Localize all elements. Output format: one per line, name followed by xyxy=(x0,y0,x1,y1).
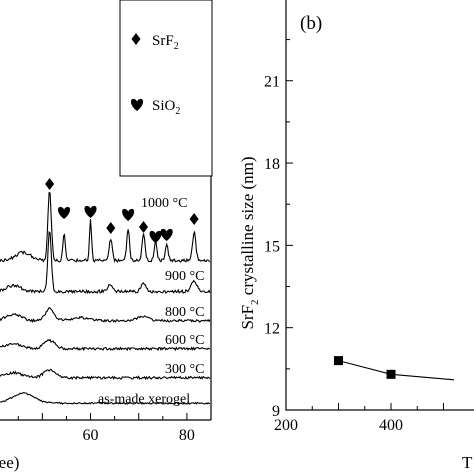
panel-a-axes: 60 80 xyxy=(0,176,212,444)
series-label: 1000 °C xyxy=(141,196,187,211)
panel-b-y-tick-label: 21 xyxy=(264,74,280,91)
srf2-peak-marker xyxy=(106,222,116,234)
legend-srf2-label: SrF2 xyxy=(152,33,179,52)
srf2-peak-marker xyxy=(45,178,55,190)
sio2-peak-marker xyxy=(122,208,135,221)
legend-box xyxy=(119,0,213,177)
sio2-peak-marker xyxy=(160,228,173,241)
panel-b-y-tick-label: 15 xyxy=(264,238,280,255)
series-label: as-made xerogel xyxy=(98,392,190,407)
panel-b-plot-frame xyxy=(285,0,474,411)
xrd-pattern-curves xyxy=(0,191,211,405)
legend-sio2-label: SiO2 xyxy=(152,98,180,117)
size-series-line xyxy=(338,360,455,381)
sio2-peak-marker xyxy=(84,205,97,218)
panel-a-x-axis-title: ree) xyxy=(0,453,19,472)
xrd-curve-900-c xyxy=(0,230,211,295)
srf2-peak-marker xyxy=(139,221,149,233)
panel-b-size-chart: (b) 9 12 15 18 21 200 400 SrF2 crystalline siz… xyxy=(238,0,474,472)
panel-b-y-tick-label: 9 xyxy=(272,403,280,420)
peak-markers xyxy=(45,178,199,243)
panel-b-x-tick-label: 400 xyxy=(379,417,403,434)
series-labels: 1000 °C 900 °C 800 °C 600 °C 300 °C as-made x… xyxy=(98,196,204,407)
sio2-peak-marker xyxy=(149,230,162,243)
size-data-point xyxy=(386,369,396,379)
panel-b-x-axis-title: T xyxy=(462,453,473,472)
panel-b-label: (b) xyxy=(300,13,322,34)
panel-b-axes: 9 12 15 18 21 200 400 xyxy=(264,39,444,434)
panel-a-x-tick-label: 60 xyxy=(83,427,99,444)
xrd-curve-800-c xyxy=(0,307,211,324)
xrd-curve-as-made-xerogel xyxy=(0,392,211,405)
legend: SrF2 SiO2 xyxy=(119,0,213,177)
xrd-curve-300-c xyxy=(0,368,211,381)
size-data-point xyxy=(334,356,343,366)
panel-b-y-axis-title: SrF2 crystalline size (nm) xyxy=(238,156,261,329)
legend-srf2-diamond-icon xyxy=(131,33,141,45)
panel-b-y-tick-label: 12 xyxy=(264,321,280,338)
panel-b-y-tick-label: 18 xyxy=(264,156,280,173)
panel-a-xrd-chart: 1000 °C 900 °C 800 °C 600 °C 300 °C as-made x… xyxy=(0,0,213,472)
series-label: 800 °C xyxy=(165,305,204,320)
series-label: 300 °C xyxy=(165,362,204,377)
legend-sio2-heart-icon xyxy=(130,98,144,111)
srf2-peak-marker xyxy=(189,213,199,225)
series-label: 900 °C xyxy=(165,269,204,284)
panel-b-x-tick-label: 200 xyxy=(274,417,298,434)
sio2-peak-marker xyxy=(58,206,71,219)
xrd-curve-600-c xyxy=(0,338,210,352)
crystalline-size-series xyxy=(334,356,455,381)
series-label: 600 °C xyxy=(165,333,204,348)
panel-a-x-tick-label: 80 xyxy=(179,427,195,444)
xrd-curve-1000-c xyxy=(0,191,211,264)
